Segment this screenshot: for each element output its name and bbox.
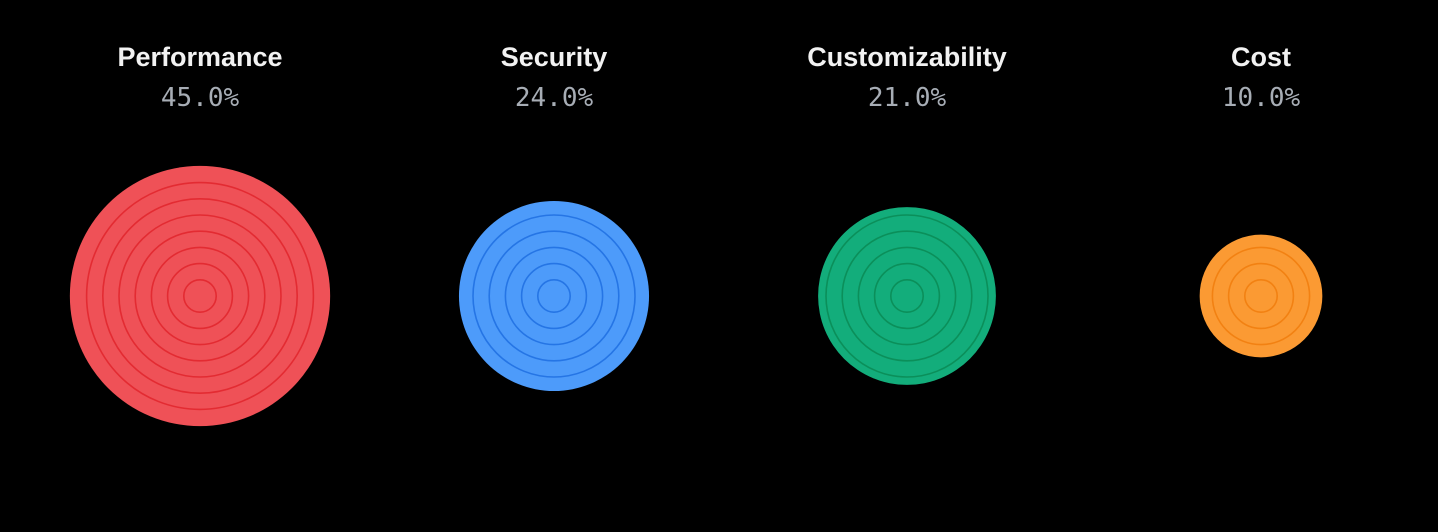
bubble-customizability-ring <box>825 214 989 378</box>
bubble-performance-ring <box>166 262 234 330</box>
bubble-security-ring <box>504 246 604 346</box>
bubble-security-ring <box>488 230 620 362</box>
bubble-customizability-ring <box>841 230 973 362</box>
value-label-security: 24.0% <box>515 83 594 113</box>
bubble-cost-ring <box>1211 246 1311 346</box>
bubble-performance-fill <box>69 165 331 427</box>
bubble-customizability-fill <box>818 207 996 385</box>
category-label-customizability: Customizability <box>807 42 1007 72</box>
value-label-performance: 45.0% <box>161 83 240 113</box>
bubble-customizability <box>818 207 996 385</box>
bubble-security-ring <box>472 214 636 378</box>
bubble-cost-ring <box>1244 278 1279 313</box>
bubble-cost <box>1199 234 1323 358</box>
value-label-cost: 10.0% <box>1222 83 1301 113</box>
bubble-performance-ring <box>118 214 282 378</box>
bubble-security-fill <box>458 200 650 392</box>
category-label-cost: Cost <box>1231 42 1291 72</box>
bubble-security <box>458 200 650 392</box>
bubble-cost-ring <box>1227 262 1295 330</box>
labels-layer: Performance 45.0% Security 24.0% Customizabi… <box>117 42 1300 113</box>
bubble-performance-ring <box>183 278 218 313</box>
bubble-customizability-ring <box>889 278 924 313</box>
bubble-security-ring <box>536 278 571 313</box>
category-label-performance: Performance <box>117 42 282 72</box>
bubble-performance-ring <box>85 181 315 411</box>
bubble-customizability-ring <box>873 262 941 330</box>
bubble-performance-ring <box>134 230 266 362</box>
bubble-cost-fill <box>1199 234 1323 358</box>
bubbles-layer <box>69 165 1323 427</box>
bubble-performance-ring <box>102 198 298 394</box>
bubble-performance-ring <box>150 246 250 346</box>
bubble-customizability-ring <box>857 246 957 346</box>
category-label-security: Security <box>501 42 608 72</box>
bubble-security-ring <box>520 262 588 330</box>
value-label-customizability: 21.0% <box>868 83 947 113</box>
bubble-performance <box>69 165 331 427</box>
